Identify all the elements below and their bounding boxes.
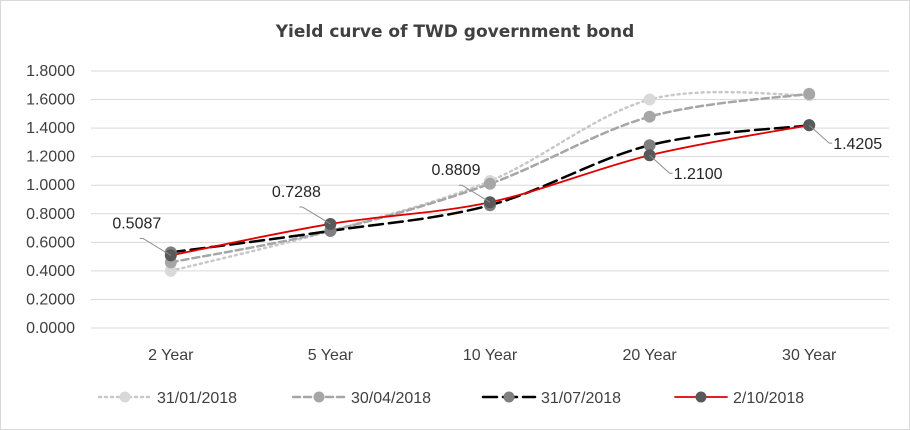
data-label: 1.2100: [674, 166, 723, 183]
series-markers: [164, 87, 816, 277]
legend-swatch-marker: [503, 391, 515, 403]
data-label: 0.8809: [432, 162, 481, 179]
y-tick-label: 0.4000: [26, 263, 75, 280]
leader-line: [299, 206, 331, 225]
data-point: [643, 139, 656, 152]
data-label: 0.5087: [112, 215, 161, 232]
data-point: [643, 110, 656, 123]
legend: 31/01/2018 30/04/2018 31/07/2018 2/10/2018: [97, 390, 804, 407]
y-tick-label: 0.8000: [26, 206, 75, 223]
leader-line: [459, 184, 491, 203]
y-tick-label: 1.8000: [26, 63, 75, 80]
data-labels: 0.5087 0.7288 0.8809 1.2100 1.4205: [112, 124, 882, 256]
y-tick-label: 0.2000: [26, 291, 75, 308]
leader-line: [139, 237, 172, 256]
y-tick-label: 1.2000: [26, 149, 75, 166]
leader-line: [649, 154, 673, 174]
legend-label: 31/07/2018: [541, 390, 621, 407]
leader-line: [808, 124, 833, 144]
legend-label: 31/01/2018: [157, 390, 237, 407]
x-tick-label: 5 Year: [308, 347, 354, 364]
x-tick-label: 2 Year: [148, 347, 194, 364]
legend-swatch-marker: [695, 391, 707, 403]
legend-swatch-marker: [313, 391, 325, 403]
x-axis-ticks: 2 Year 5 Year 10 Year 20 Year 30 Year: [148, 347, 837, 364]
x-tick-label: 30 Year: [782, 347, 837, 364]
data-label: 0.7288: [272, 184, 321, 201]
legend-label: 2/10/2018: [733, 390, 804, 407]
chart-title: Yield curve of TWD government bond: [275, 22, 635, 42]
y-tick-label: 1.6000: [26, 92, 75, 109]
data-point: [484, 177, 496, 190]
x-tick-label: 10 Year: [463, 347, 518, 364]
data-point: [803, 87, 816, 100]
legend-swatch-marker: [119, 391, 131, 403]
data-label: 1.4205: [833, 136, 882, 153]
y-tick-label: 1.4000: [26, 120, 75, 137]
data-point: [643, 93, 656, 106]
y-tick-label: 0.6000: [26, 234, 75, 251]
y-tick-label: 0.0000: [26, 320, 75, 337]
y-tick-label: 1.0000: [26, 177, 75, 194]
y-axis-ticks: 0.0000 0.2000 0.4000 0.6000 0.8000 1.0000 1.20…: [26, 63, 75, 337]
data-point: [164, 249, 177, 262]
x-tick-label: 20 Year: [622, 347, 677, 364]
legend-label: 30/04/2018: [351, 390, 431, 407]
series-line: [169, 124, 811, 257]
